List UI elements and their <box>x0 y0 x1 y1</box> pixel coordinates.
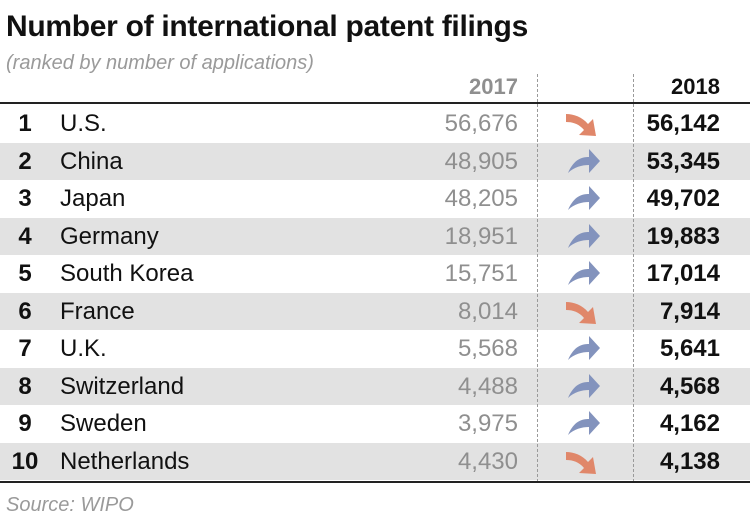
value-2018-cell: 17,014 <box>646 260 720 287</box>
value-2017-cell: 4,430 <box>457 447 518 475</box>
value-2018-cell: 4,138 <box>659 447 720 475</box>
country-cell: U.S. <box>60 110 107 137</box>
country-cell: Japan <box>60 185 126 212</box>
value-2017-cell: 5,568 <box>457 335 518 362</box>
trend-up-arrow-icon <box>568 373 600 398</box>
value-2018-cell: 7,914 <box>659 297 720 325</box>
trend-up-arrow-icon <box>568 411 600 435</box>
rank-cell: 5 <box>18 260 32 287</box>
value-2018-cell: 56,142 <box>646 110 720 137</box>
table-row: 7 U.K. 5,568 5,641 <box>0 330 750 367</box>
country-cell: Germany <box>60 222 159 250</box>
bottom-divider <box>0 481 750 483</box>
chart-subtitle: (ranked by number of applications) <box>6 52 314 74</box>
rank-cell: 1 <box>18 110 32 137</box>
value-2017-cell: 15,751 <box>444 260 518 287</box>
value-2017-cell: 4,488 <box>457 372 518 400</box>
country-cell: Switzerland <box>60 372 185 400</box>
rank-cell: 9 <box>18 410 32 437</box>
trend-down-arrow-icon <box>566 114 596 136</box>
trend-down-arrow-icon <box>566 301 596 324</box>
rank-cell: 4 <box>18 222 32 250</box>
header-divider <box>0 102 750 104</box>
rank-cell: 3 <box>18 185 32 212</box>
country-cell: Netherlands <box>60 447 190 475</box>
value-2017-cell: 8,014 <box>457 297 518 325</box>
country-cell: China <box>60 147 123 175</box>
table-row: 3 Japan 48,205 49,702 <box>0 180 750 217</box>
rank-cell: 6 <box>18 297 32 325</box>
table-row: 5 South Korea 15,751 17,014 <box>0 255 750 292</box>
table-row: 4 Germany 18,951 19,883 <box>0 217 750 255</box>
value-2018-cell: 5,641 <box>659 335 720 362</box>
trend-up-arrow-icon <box>568 336 600 360</box>
table-row: 8 Switzerland 4,488 4,568 <box>0 367 750 405</box>
value-2017-cell: 18,951 <box>444 222 518 250</box>
column-divider-2018 <box>633 74 634 482</box>
column-divider-2017 <box>537 74 538 482</box>
source-note: Source: WIPO <box>6 494 134 516</box>
rank-cell: 7 <box>18 335 32 362</box>
value-2018-cell: 49,702 <box>646 185 720 212</box>
trend-up-arrow-icon <box>568 186 600 210</box>
value-2017-cell: 3,975 <box>457 410 518 437</box>
column-header-2018: 2018 <box>671 74 720 99</box>
trend-down-arrow-icon <box>566 451 596 474</box>
value-2017-cell: 48,205 <box>444 185 518 212</box>
value-2018-cell: 4,568 <box>659 372 720 400</box>
value-2017-cell: 48,905 <box>444 147 518 175</box>
table-row: 2 China 48,905 53,345 <box>0 142 750 180</box>
chart-title: Number of international patent filings <box>6 10 528 43</box>
country-cell: France <box>60 297 135 325</box>
value-2018-cell: 53,345 <box>646 147 720 175</box>
trend-up-arrow-icon <box>568 261 600 285</box>
trend-up-arrow-icon <box>568 148 600 173</box>
country-cell: Sweden <box>60 410 147 437</box>
rank-cell: 10 <box>11 447 39 475</box>
rank-cell: 2 <box>18 147 32 175</box>
value-2018-cell: 4,162 <box>659 410 720 437</box>
country-cell: South Korea <box>60 260 194 287</box>
table-row: 6 France 8,014 7,914 <box>0 292 750 330</box>
column-header-2017: 2017 <box>469 74 518 99</box>
value-2017-cell: 56,676 <box>444 110 518 137</box>
table-row: 9 Sweden 3,975 4,162 <box>0 405 750 442</box>
table-row: 10 Netherlands 4,430 4,138 <box>0 442 750 480</box>
trend-up-arrow-icon <box>568 223 600 248</box>
value-2018-cell: 19,883 <box>646 222 720 250</box>
country-cell: U.K. <box>60 335 107 362</box>
table-row: 1 U.S. 56,676 56,142 <box>0 105 750 142</box>
rank-cell: 8 <box>18 372 32 400</box>
